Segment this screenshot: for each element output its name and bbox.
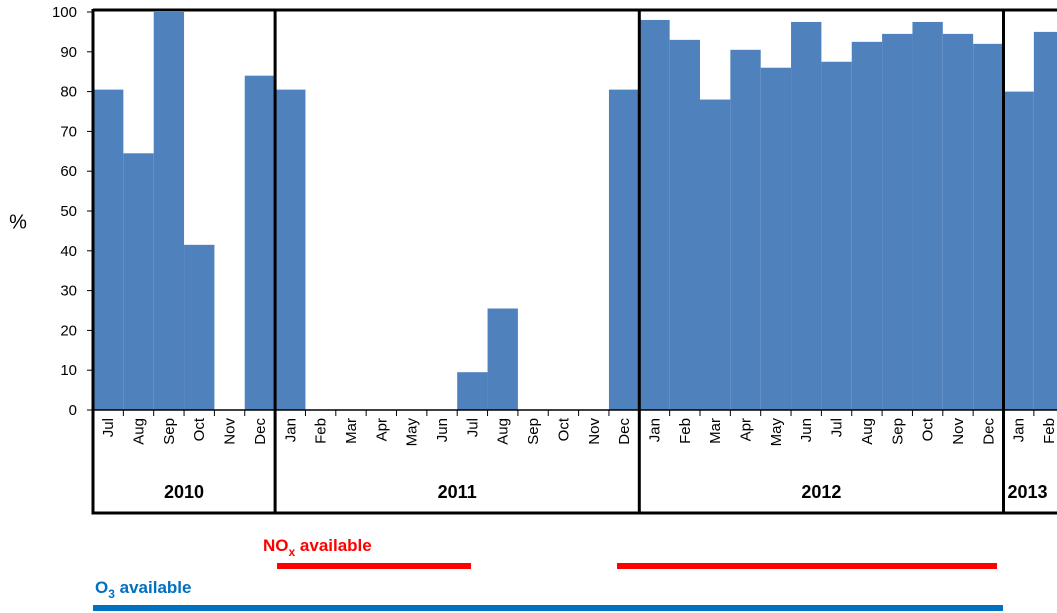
bar: [153, 12, 185, 410]
y-tick-label: 20: [60, 322, 77, 339]
x-tick-label: Nov: [950, 418, 967, 445]
x-tick-label: Dec: [980, 418, 997, 445]
year-label: 2013: [1008, 482, 1048, 502]
y-tick-label: 10: [60, 362, 77, 379]
bar: [851, 41, 883, 410]
bar: [942, 33, 974, 410]
y-axis-label: %: [9, 211, 27, 233]
nox-annotation: NOx available: [263, 536, 372, 559]
x-tick-label: Feb: [313, 418, 330, 444]
bar: [184, 244, 215, 410]
annotation-suffix: available: [295, 536, 372, 555]
x-tick-label: Aug: [859, 418, 876, 445]
y-tick-label: 90: [60, 44, 77, 61]
x-tick-label: Feb: [677, 418, 694, 444]
bar: [457, 372, 488, 410]
bar: [244, 75, 276, 411]
y-tick-label: 100: [52, 4, 77, 21]
x-tick-label: Nov: [586, 418, 603, 445]
annotation-text: NO: [263, 536, 289, 555]
bar: [123, 153, 154, 411]
x-tick-label: Sep: [161, 418, 178, 445]
y-tick-label: 30: [60, 283, 77, 300]
x-tick-label: Apr: [738, 418, 755, 441]
bar: [912, 21, 943, 410]
x-tick-label: Jul: [829, 418, 846, 437]
bar: [639, 19, 670, 411]
bar: [700, 99, 731, 410]
bar: [669, 39, 700, 411]
year-label: 2011: [438, 482, 477, 502]
y-tick-label: 50: [60, 203, 77, 220]
bar: [275, 89, 306, 411]
x-tick-label: Jan: [1011, 418, 1028, 442]
y-tick-label: 70: [60, 123, 77, 140]
x-tick-label: May: [768, 418, 785, 447]
bar: [487, 308, 518, 410]
bar: [1003, 91, 1034, 410]
annotation-text: O: [95, 578, 108, 597]
x-tick-label: Oct: [191, 417, 208, 441]
annotation-subscript: x: [289, 545, 296, 559]
x-tick-label: Oct: [920, 417, 937, 441]
o3-annotation: O3 available: [95, 578, 191, 601]
bar: [1033, 31, 1057, 411]
bar: [791, 21, 822, 410]
bar: [93, 89, 124, 411]
x-tick-label: May: [404, 418, 421, 447]
x-tick-label: Oct: [555, 417, 572, 441]
x-tick-label: Dec: [252, 418, 269, 445]
year-label: 2012: [801, 482, 841, 502]
x-tick-label: Aug: [495, 418, 512, 445]
bar: [973, 43, 1004, 411]
x-tick-label: Dec: [616, 418, 633, 445]
bar: [608, 89, 640, 411]
x-tick-label: Jul: [100, 418, 117, 437]
bar: [821, 61, 852, 410]
bar: [730, 49, 761, 411]
x-tick-label: Sep: [525, 418, 542, 445]
x-tick-label: Jan: [282, 418, 299, 442]
year-label: 2010: [164, 482, 204, 502]
bar: [760, 67, 792, 410]
x-tick-label: Jun: [798, 418, 815, 442]
x-tick-label: Feb: [1041, 418, 1057, 444]
y-tick-label: 80: [60, 84, 77, 101]
x-tick-label: Sep: [889, 418, 906, 445]
y-tick-label: 0: [69, 402, 77, 419]
bar: [882, 33, 913, 410]
x-tick-label: Mar: [343, 418, 360, 444]
x-tick-label: Mar: [707, 418, 724, 444]
x-tick-label: Aug: [131, 418, 148, 445]
x-tick-label: Nov: [222, 418, 239, 445]
annotation-subscript: 3: [108, 587, 115, 601]
x-tick-label: Jul: [464, 418, 481, 437]
x-tick-label: Apr: [373, 418, 390, 441]
y-tick-label: 60: [60, 163, 77, 180]
y-tick-label: 40: [60, 243, 77, 260]
annotation-suffix: available: [115, 578, 192, 597]
x-tick-label: Jan: [646, 418, 663, 442]
x-tick-label: Jun: [434, 418, 451, 442]
